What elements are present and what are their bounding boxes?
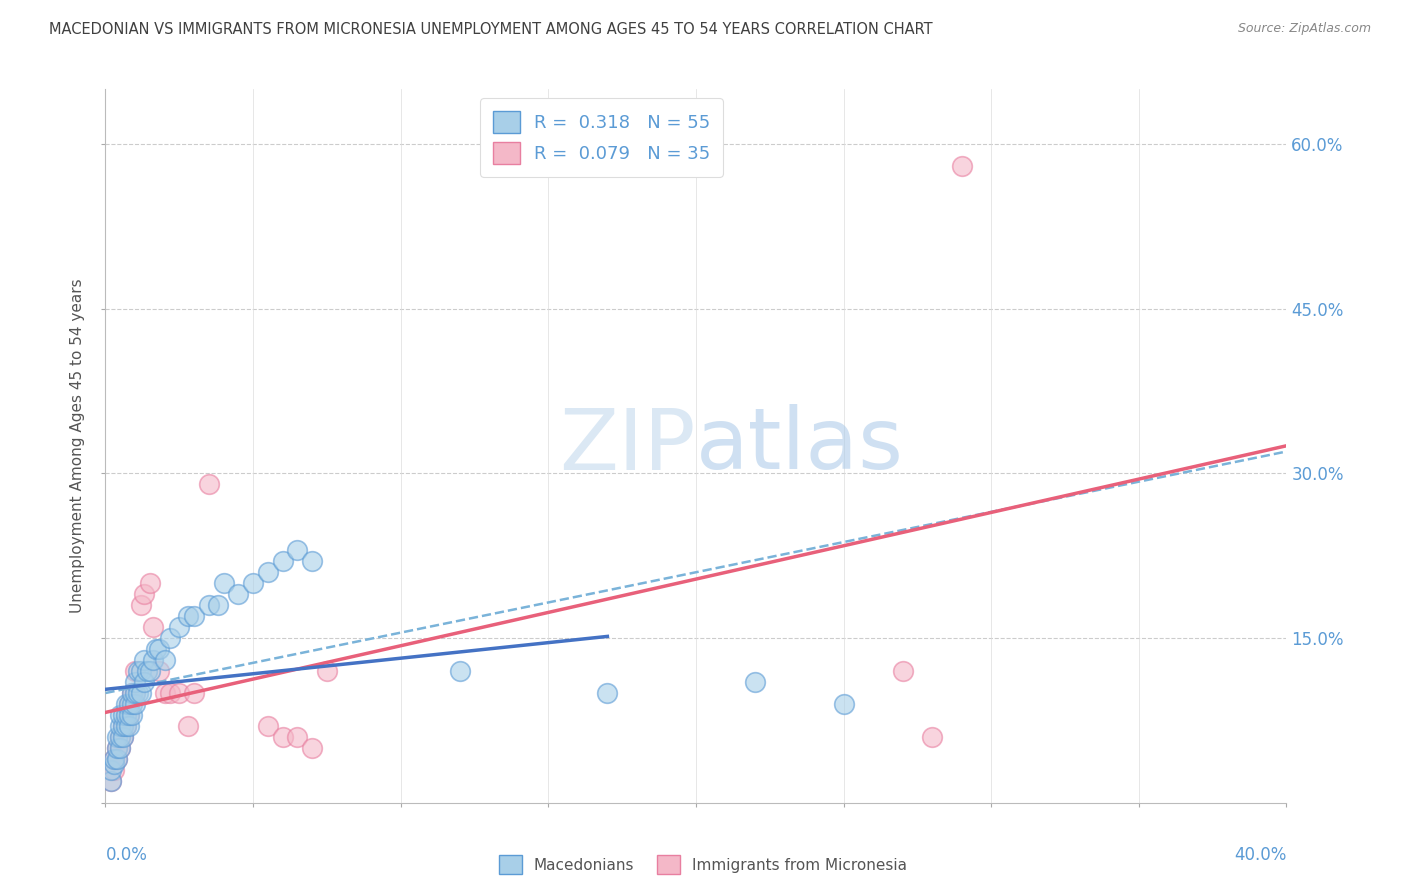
Point (118, 708, 141, 723)
Legend: R =  0.318   N = 55, R =  0.079   N = 35: R = 0.318 N = 55, R = 0.079 N = 35 (479, 98, 723, 177)
Point (197, 598, 219, 612)
Point (103, 757, 125, 772)
Point (124, 686, 146, 700)
Point (315, 664, 337, 678)
Point (256, 719, 278, 733)
Point (132, 587, 155, 601)
Y-axis label: Unemployment Among Ages 45 to 54 years: Unemployment Among Ages 45 to 54 years (70, 278, 86, 614)
Point (110, 730, 132, 744)
Text: ZIP: ZIP (560, 404, 696, 488)
Point (121, 708, 143, 723)
Point (271, 730, 294, 744)
Point (132, 675, 155, 690)
Point (105, 752, 128, 766)
Point (115, 719, 138, 733)
Point (148, 642, 170, 657)
Point (100, 763, 122, 777)
Point (287, 730, 309, 744)
Point (169, 620, 191, 634)
Text: atlas: atlas (696, 404, 904, 488)
Point (169, 686, 191, 700)
Point (129, 598, 152, 612)
Point (115, 697, 138, 711)
Point (112, 719, 135, 733)
Point (121, 686, 143, 700)
Point (121, 697, 143, 711)
Point (177, 609, 200, 624)
Point (124, 697, 146, 711)
Point (271, 554, 294, 568)
Text: 40.0%: 40.0% (1234, 846, 1286, 863)
Point (183, 609, 205, 624)
Point (110, 740, 132, 755)
Point (159, 686, 181, 700)
Point (891, 664, 914, 678)
Point (449, 664, 471, 678)
Point (100, 773, 122, 788)
Point (744, 675, 766, 690)
Point (145, 642, 167, 657)
Point (115, 708, 138, 723)
Point (124, 675, 146, 690)
Point (129, 686, 152, 700)
Point (301, 740, 323, 755)
Text: Source: ZipAtlas.com: Source: ZipAtlas.com (1237, 22, 1371, 36)
Point (110, 740, 132, 755)
Point (105, 740, 128, 755)
Point (242, 576, 264, 591)
Point (226, 587, 250, 601)
Point (115, 708, 138, 723)
Point (124, 664, 146, 678)
Point (105, 740, 128, 755)
Point (115, 719, 138, 733)
Point (153, 686, 176, 700)
Point (110, 708, 132, 723)
Point (105, 730, 128, 744)
Point (159, 631, 181, 645)
Point (301, 554, 323, 568)
Point (832, 697, 855, 711)
Point (135, 664, 157, 678)
Text: MACEDONIAN VS IMMIGRANTS FROM MICRONESIA UNEMPLOYMENT AMONG AGES 45 TO 54 YEARS : MACEDONIAN VS IMMIGRANTS FROM MICRONESIA… (49, 22, 932, 37)
Point (129, 664, 152, 678)
Point (197, 477, 219, 491)
Point (142, 653, 165, 667)
Point (596, 686, 619, 700)
Point (112, 708, 135, 723)
Legend: Macedonians, Immigrants from Micronesia: Macedonians, Immigrants from Micronesia (492, 849, 914, 880)
Point (183, 686, 205, 700)
Point (138, 576, 162, 591)
Point (153, 653, 176, 667)
Text: 0.0%: 0.0% (105, 846, 148, 863)
Point (112, 730, 135, 744)
Point (207, 598, 229, 612)
Point (287, 543, 309, 558)
Point (121, 686, 143, 700)
Point (110, 719, 132, 733)
Point (212, 576, 235, 591)
Point (118, 697, 141, 711)
Point (103, 763, 125, 777)
Point (177, 719, 200, 733)
Point (138, 664, 162, 678)
Point (118, 719, 141, 733)
Point (124, 686, 146, 700)
Point (921, 730, 943, 744)
Point (127, 664, 149, 678)
Point (142, 620, 165, 634)
Point (256, 566, 278, 580)
Point (132, 653, 155, 667)
Point (118, 697, 141, 711)
Point (112, 719, 135, 733)
Point (118, 708, 141, 723)
Point (103, 752, 125, 766)
Point (148, 664, 170, 678)
Point (950, 159, 973, 173)
Point (110, 730, 132, 744)
Point (127, 686, 149, 700)
Point (103, 752, 125, 766)
Point (100, 773, 122, 788)
Point (112, 730, 135, 744)
Point (105, 752, 128, 766)
